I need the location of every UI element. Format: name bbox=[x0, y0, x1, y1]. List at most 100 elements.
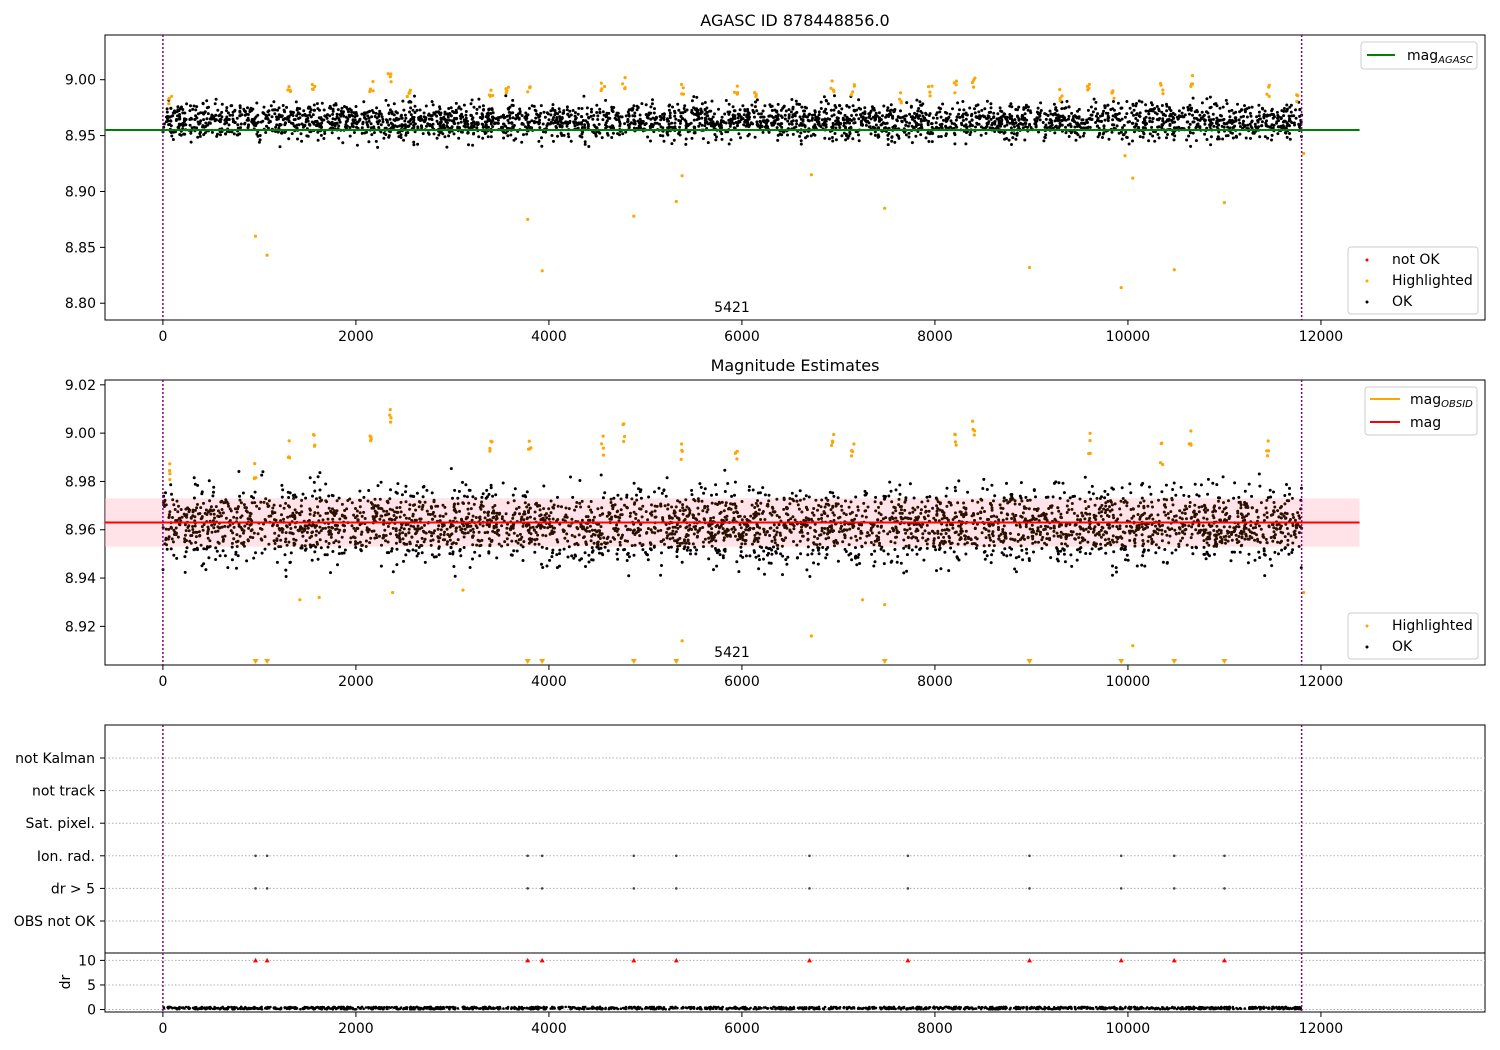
ok-point bbox=[911, 117, 914, 121]
ok-point bbox=[600, 136, 604, 140]
ok-point bbox=[1013, 125, 1016, 129]
highlighted-point bbox=[1112, 96, 1116, 100]
ok-point bbox=[751, 122, 755, 126]
highlighted-point bbox=[310, 87, 315, 91]
ok-point bbox=[315, 119, 319, 123]
ok-point bbox=[1155, 105, 1159, 108]
ok-point bbox=[1149, 101, 1153, 105]
ok-point bbox=[989, 102, 993, 106]
ok-point bbox=[1144, 121, 1148, 125]
ok-point bbox=[1285, 124, 1289, 128]
ok-point bbox=[703, 124, 707, 128]
y-tick-label: 8.98 bbox=[65, 474, 96, 490]
ok-point bbox=[1165, 109, 1169, 113]
ok-point bbox=[973, 518, 976, 522]
ok-point bbox=[1207, 115, 1211, 119]
ok-point bbox=[816, 117, 820, 121]
y-tick-label: 8.95 bbox=[65, 129, 96, 145]
panel-agasc-title: AGASC ID 878448856.0 bbox=[700, 11, 889, 30]
ok-point bbox=[869, 541, 873, 544]
ok-point bbox=[707, 122, 711, 126]
ok-point bbox=[767, 493, 771, 497]
ok-point bbox=[174, 526, 178, 530]
ok-point bbox=[798, 489, 802, 493]
highlighted-point bbox=[540, 269, 544, 273]
ok-point bbox=[438, 124, 442, 128]
ok-point bbox=[728, 121, 731, 125]
ok-point bbox=[911, 506, 915, 510]
ok-point bbox=[715, 122, 718, 126]
ok-point bbox=[666, 133, 670, 137]
ok-point bbox=[194, 535, 198, 539]
ok-point bbox=[776, 117, 780, 121]
legend-not-ok-marker bbox=[1365, 258, 1369, 262]
highlighted-point bbox=[632, 214, 636, 218]
ok-point bbox=[1099, 535, 1103, 539]
ok-point bbox=[435, 114, 439, 118]
ok-point bbox=[733, 493, 736, 497]
ok-point bbox=[199, 506, 203, 510]
highlighted-point bbox=[1302, 151, 1306, 156]
ok-point bbox=[591, 117, 595, 121]
ok-point bbox=[1061, 115, 1065, 119]
ok-point bbox=[919, 511, 923, 515]
ok-point bbox=[192, 104, 196, 108]
ok-point bbox=[1236, 102, 1239, 106]
ok-point bbox=[1206, 492, 1210, 496]
ok-point bbox=[1090, 113, 1094, 117]
panel-agasc-legend-top: magAGASC bbox=[1360, 41, 1478, 70]
ok-point bbox=[621, 132, 625, 136]
ok-point bbox=[762, 557, 765, 561]
ok-point bbox=[1081, 118, 1085, 122]
ok-point bbox=[860, 122, 863, 126]
ok-point bbox=[965, 125, 969, 129]
ok-point bbox=[1092, 97, 1096, 101]
ok-point bbox=[475, 107, 479, 111]
ok-point bbox=[919, 133, 923, 137]
ok-point bbox=[1043, 135, 1047, 139]
ok-point bbox=[789, 110, 793, 114]
ok-point bbox=[939, 115, 943, 119]
ok-point bbox=[775, 126, 779, 130]
ok-point bbox=[442, 123, 446, 127]
ok-point bbox=[1133, 125, 1137, 129]
ok-point bbox=[1122, 123, 1126, 127]
ok-point bbox=[1180, 111, 1184, 115]
ok-point bbox=[619, 513, 623, 517]
ok-point bbox=[512, 138, 516, 142]
ok-point bbox=[302, 109, 306, 113]
ok-point bbox=[916, 539, 920, 543]
ok-point bbox=[240, 113, 244, 117]
ok-point bbox=[175, 556, 179, 560]
ok-point bbox=[987, 529, 991, 533]
ok-point bbox=[176, 535, 180, 539]
ok-point bbox=[576, 123, 580, 126]
ok-point bbox=[1106, 103, 1110, 107]
ok-point bbox=[658, 122, 661, 126]
ok-point bbox=[1081, 134, 1085, 138]
ok-point bbox=[924, 136, 928, 140]
ok-point bbox=[732, 122, 736, 125]
ok-point bbox=[360, 544, 364, 547]
ok-point bbox=[646, 518, 650, 522]
ok-point bbox=[555, 553, 559, 557]
ok-point bbox=[1177, 531, 1181, 535]
ok-point bbox=[1285, 499, 1289, 503]
ok-point bbox=[300, 122, 304, 126]
ok-point bbox=[453, 516, 457, 520]
ok-point bbox=[976, 103, 980, 107]
ok-point bbox=[834, 126, 838, 130]
ok-point bbox=[176, 510, 180, 514]
ok-point bbox=[791, 132, 795, 136]
ok-point bbox=[1090, 118, 1094, 121]
ok-point bbox=[255, 132, 259, 136]
ok-point bbox=[582, 535, 586, 539]
y-tick-label: 8.90 bbox=[65, 184, 96, 200]
ok-point bbox=[973, 107, 976, 111]
ok-point bbox=[540, 136, 543, 140]
ok-point bbox=[1124, 130, 1128, 134]
ok-point bbox=[989, 515, 993, 519]
ok-point bbox=[509, 133, 513, 137]
ok-point bbox=[1059, 549, 1063, 553]
ok-point bbox=[170, 114, 174, 118]
